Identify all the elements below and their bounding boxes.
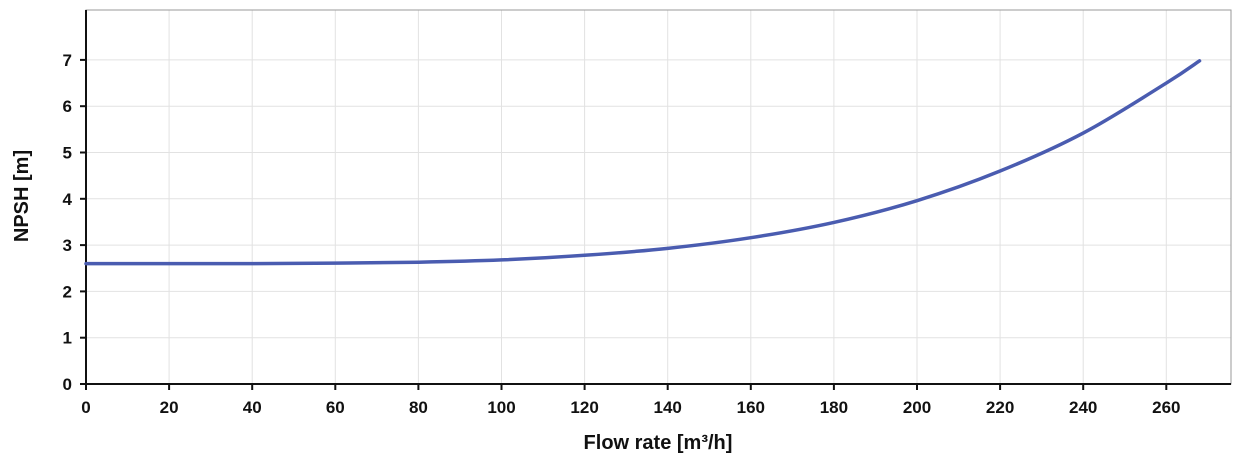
axis-ticks: 0 20 40 60 80 100 120 140 160 180 200 220 240 260 0 1 2 3… xyxy=(63,51,1181,417)
x-tick-label: 220 xyxy=(986,398,1014,417)
x-tick-label: 240 xyxy=(1069,398,1097,417)
series-group xyxy=(84,59,1202,266)
npsh-curve-line xyxy=(84,59,1202,266)
x-tick-label: 140 xyxy=(654,398,682,417)
x-tick-label: 80 xyxy=(409,398,428,417)
plot-frame xyxy=(85,9,1232,385)
x-tick-label: 120 xyxy=(570,398,598,417)
y-tick-label: 1 xyxy=(63,329,72,348)
y-tick-label: 4 xyxy=(63,190,73,209)
x-tick-label: 0 xyxy=(81,398,90,417)
y-tick-label: 6 xyxy=(63,97,72,116)
x-tick-label: 160 xyxy=(737,398,765,417)
y-tick-label: 0 xyxy=(63,375,72,394)
x-tick-label: 20 xyxy=(160,398,179,417)
y-tick-label: 5 xyxy=(63,144,72,163)
y-axis-title: NPSH [m] xyxy=(11,150,33,242)
y-tick-label: 7 xyxy=(63,51,72,70)
x-tick-label: 100 xyxy=(487,398,515,417)
x-tick-label: 60 xyxy=(326,398,345,417)
y-tick-label: 2 xyxy=(63,282,72,301)
x-tick-label: 180 xyxy=(820,398,848,417)
grid xyxy=(86,10,1231,384)
y-tick-label: 3 xyxy=(63,236,72,255)
x-axis-title: Flow rate [m³/h] xyxy=(584,432,733,454)
x-tick-label: 260 xyxy=(1152,398,1180,417)
x-tick-label: 200 xyxy=(903,398,931,417)
x-tick-label: 40 xyxy=(243,398,262,417)
